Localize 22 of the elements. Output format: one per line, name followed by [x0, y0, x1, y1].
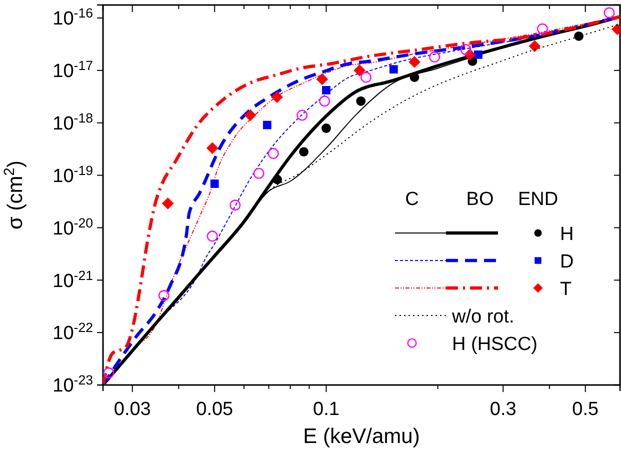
- legend-label: w/o rot.: [451, 306, 514, 328]
- x-tick-label: 0.5: [572, 398, 599, 420]
- x-tick-label: 0.1: [313, 398, 340, 420]
- legend-label: H (HSCC): [452, 334, 538, 355]
- x-tick-label: 0.03: [114, 398, 151, 420]
- annotation: BO: [466, 189, 494, 210]
- y-tick-label: 10$^{-16}$: [52, 5, 93, 30]
- y-tick-label: 10$^{-22}$: [52, 320, 93, 344]
- annotation: END: [518, 189, 558, 210]
- y-tick-label: 10$^{-23}$: [52, 372, 93, 397]
- annotation: H: [560, 224, 574, 245]
- y-tick-label: 10$^{-21}$: [52, 267, 93, 292]
- annotation: T: [560, 279, 572, 300]
- x-tick-label: 0.05: [196, 398, 234, 420]
- y-tick-label: 10$^{-17}$: [52, 58, 93, 82]
- x-tick-label: 0.3: [490, 398, 516, 420]
- x-axis-title: E (keV/amu): [303, 425, 420, 448]
- y-tick-label: 10$^{-19}$: [52, 162, 93, 187]
- y-tick-label: 10$^{-18}$: [52, 110, 93, 135]
- annotation: C: [405, 189, 419, 210]
- annotation: D: [560, 252, 574, 272]
- y-tick-label: 10$^{-20}$: [52, 214, 93, 240]
